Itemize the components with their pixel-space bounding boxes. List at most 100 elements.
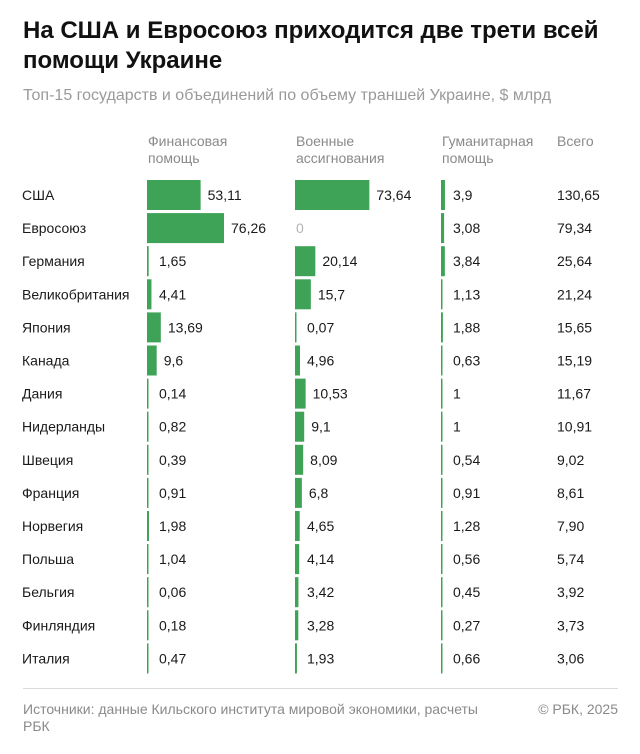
aid-table-chart: США 53,11 73,64 3,9 130,65 Евросоюз 76,26 0 3,08…: [22, 180, 600, 674]
financial-value-label: 53,11: [208, 187, 242, 203]
humanitarian-bar: [441, 610, 443, 641]
financial-value-label: 13,69: [168, 319, 203, 335]
column-header-military: Военные ассигнования: [296, 133, 385, 166]
humanitarian-bar: [441, 577, 443, 608]
financial-bar: [147, 444, 149, 475]
column-header-humanitarian: Гуманитарная помощь: [442, 133, 534, 166]
country-label: Япония: [22, 319, 71, 335]
financial-bar: [147, 577, 149, 608]
total-value-label: 7,90: [557, 518, 584, 534]
financial-bar: [147, 213, 224, 244]
humanitarian-value-label: 1,13: [453, 286, 480, 302]
military-value-label: 10,53: [313, 386, 348, 402]
humanitarian-value-label: 3,9: [453, 187, 473, 203]
humanitarian-bar: [441, 312, 443, 343]
country-label: Франция: [22, 485, 79, 501]
financial-bar: [147, 279, 152, 310]
total-value-label: 25,64: [557, 253, 592, 269]
country-label: Нидерланды: [22, 419, 105, 435]
humanitarian-bar: [441, 444, 443, 475]
chart-subtitle: Топ-15 государств и объединений по объем…: [23, 87, 552, 104]
financial-value-label: 0,18: [159, 617, 186, 633]
financial-value-label: 0,14: [159, 386, 186, 402]
military-value-label: 9,1: [311, 419, 331, 435]
source-note: Источники: данные Кильского института ми…: [23, 701, 478, 734]
total-value-label: 21,24: [557, 286, 592, 302]
financial-bar: [147, 378, 149, 409]
humanitarian-bar: [441, 477, 443, 508]
financial-value-label: 76,26: [231, 220, 266, 236]
column-header-total: Всего: [557, 133, 594, 149]
total-value-label: 11,67: [557, 386, 591, 402]
financial-value-label: 0,06: [159, 584, 186, 600]
military-value-label: 73,64: [376, 187, 411, 203]
country-label: Канада: [22, 353, 70, 369]
humanitarian-value-label: 0,27: [453, 617, 480, 633]
military-bar: [295, 345, 301, 376]
total-value-label: 8,61: [557, 485, 584, 501]
financial-bar: [147, 643, 149, 674]
total-value-label: 15,19: [557, 353, 592, 369]
humanitarian-value-label: 1,88: [453, 319, 480, 335]
financial-bar: [147, 544, 149, 575]
financial-value-label: 1,98: [159, 518, 186, 534]
humanitarian-bar: [441, 643, 443, 674]
country-label: Великобритания: [22, 286, 130, 302]
humanitarian-bar: [441, 213, 445, 244]
total-value-label: 5,74: [557, 551, 584, 567]
financial-bar: [147, 246, 149, 277]
military-bar: [295, 279, 311, 310]
military-value-label: 4,14: [307, 551, 334, 567]
financial-bar: [147, 180, 201, 210]
military-value-label: 1,93: [307, 650, 334, 666]
military-value-label: 3,28: [307, 617, 334, 633]
humanitarian-bar: [441, 378, 443, 409]
military-value-label: 0: [296, 220, 304, 236]
financial-bar: [147, 610, 149, 641]
military-bar: [295, 444, 304, 475]
country-label: Швеция: [22, 452, 73, 468]
military-bar: [295, 643, 297, 674]
financial-value-label: 4,41: [159, 286, 186, 302]
total-value-label: 130,65: [557, 187, 600, 203]
country-label: Финляндия: [22, 617, 95, 633]
financial-value-label: 0,47: [159, 650, 186, 666]
military-value-label: 15,7: [318, 286, 345, 302]
humanitarian-bar: [441, 246, 445, 277]
financial-bar: [147, 477, 149, 508]
country-label: Польша: [22, 551, 74, 567]
total-value-label: 79,34: [557, 220, 592, 236]
humanitarian-value-label: 0,66: [453, 650, 480, 666]
humanitarian-value-label: 0,56: [453, 551, 480, 567]
copyright: © РБК, 2025: [538, 701, 618, 717]
country-label: Италия: [22, 650, 70, 666]
country-label: США: [22, 187, 55, 203]
military-value-label: 4,65: [307, 518, 334, 534]
military-bar: [295, 610, 299, 641]
financial-value-label: 0,91: [159, 485, 186, 501]
military-value-label: 3,42: [307, 584, 334, 600]
total-value-label: 3,06: [557, 650, 584, 666]
total-value-label: 3,92: [557, 584, 584, 600]
humanitarian-bar: [441, 511, 443, 541]
country-label: Евросоюз: [22, 220, 86, 236]
humanitarian-bar: [441, 544, 443, 575]
country-label: Германия: [22, 253, 85, 269]
humanitarian-value-label: 0,91: [453, 485, 480, 501]
humanitarian-value-label: 1: [453, 386, 461, 402]
military-bar: [295, 544, 300, 575]
military-bar: [295, 577, 299, 608]
financial-bar: [147, 345, 157, 376]
total-value-label: 10,91: [557, 419, 592, 435]
total-value-label: 15,65: [557, 319, 592, 335]
country-label: Бельгия: [22, 584, 74, 600]
country-label: Норвегия: [22, 518, 83, 534]
humanitarian-bar: [441, 180, 445, 210]
column-header-financial: Финансовая помощь: [148, 133, 228, 166]
humanitarian-value-label: 1,28: [453, 518, 480, 534]
military-value-label: 4,96: [307, 353, 334, 369]
financial-value-label: 1,04: [159, 551, 186, 567]
humanitarian-value-label: 3,08: [453, 220, 480, 236]
military-value-label: 0,07: [307, 319, 334, 335]
financial-value-label: 0,82: [159, 419, 186, 435]
